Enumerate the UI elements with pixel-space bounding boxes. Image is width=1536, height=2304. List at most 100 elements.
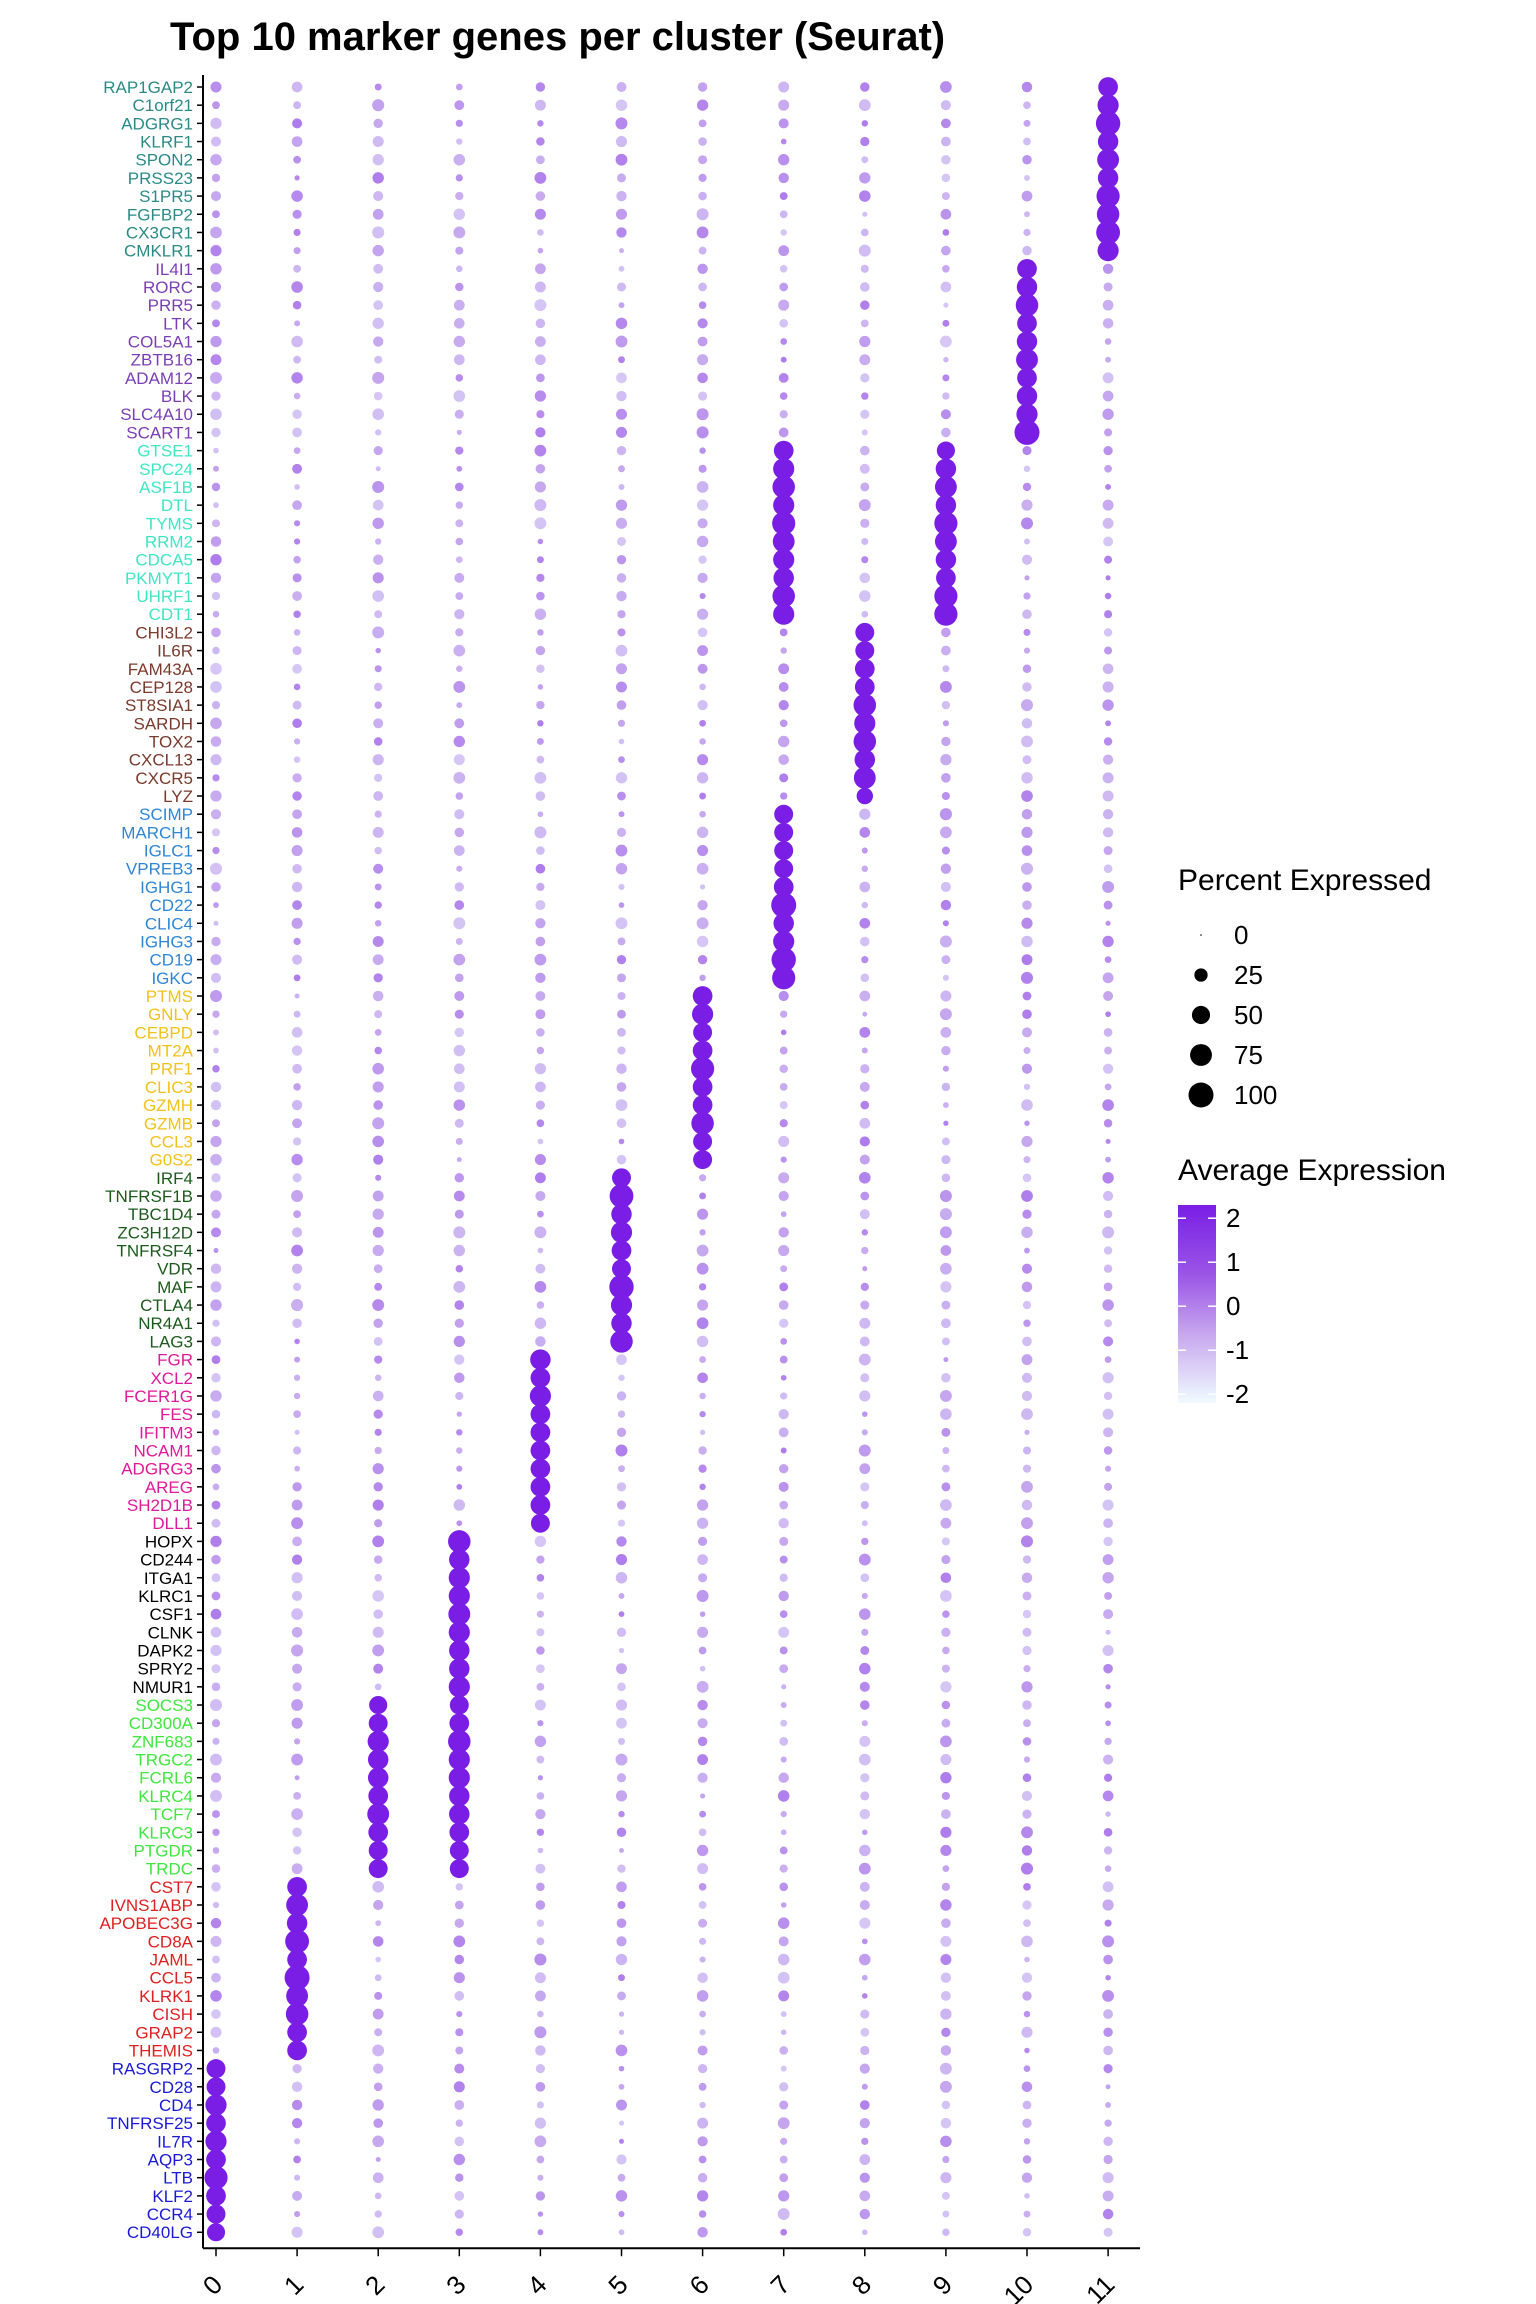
gene-label: FCRL6 bbox=[139, 1769, 193, 1788]
dot bbox=[453, 208, 465, 220]
dot bbox=[859, 1209, 870, 1220]
dot bbox=[939, 2062, 952, 2075]
gene-label: CEP128 bbox=[130, 678, 193, 697]
dot bbox=[1021, 1517, 1033, 1530]
dot bbox=[697, 1554, 708, 1565]
gene-label: ITGA1 bbox=[144, 1569, 193, 1588]
dot bbox=[860, 936, 870, 947]
dot bbox=[1023, 1319, 1031, 1327]
dot bbox=[1105, 1629, 1111, 1635]
x-tick-label: 2 bbox=[359, 2269, 390, 2300]
dot bbox=[854, 677, 875, 697]
dot bbox=[294, 2174, 301, 2181]
dot bbox=[1020, 1862, 1034, 1875]
dot bbox=[778, 118, 789, 129]
dot bbox=[453, 1099, 466, 1111]
dot bbox=[610, 1330, 633, 1353]
dot bbox=[859, 172, 871, 184]
dot bbox=[291, 81, 303, 93]
dot bbox=[617, 973, 626, 983]
dot bbox=[534, 1226, 547, 1239]
dot bbox=[210, 736, 222, 747]
dot bbox=[617, 1046, 626, 1055]
dot bbox=[374, 1046, 382, 1055]
dot bbox=[696, 1499, 709, 1511]
dot bbox=[779, 1500, 789, 1510]
dot bbox=[291, 1863, 303, 1875]
dot bbox=[941, 245, 951, 256]
dot bbox=[1023, 2138, 1031, 2145]
dot bbox=[212, 2047, 220, 2054]
dot bbox=[372, 154, 384, 166]
dot bbox=[373, 718, 384, 729]
dot bbox=[858, 244, 871, 257]
dot bbox=[858, 1171, 871, 1184]
dot bbox=[535, 645, 546, 656]
dot bbox=[778, 299, 790, 311]
dot bbox=[537, 2010, 544, 2018]
dot bbox=[454, 1209, 464, 1219]
dot bbox=[1102, 1372, 1114, 1384]
dot bbox=[1020, 1535, 1034, 1548]
dot bbox=[534, 444, 547, 457]
dot bbox=[854, 712, 876, 734]
dot bbox=[696, 1244, 709, 1257]
dot bbox=[536, 738, 544, 745]
dot bbox=[860, 2045, 870, 2056]
dot bbox=[454, 1372, 465, 1383]
gene-label: SPC24 bbox=[139, 460, 193, 479]
dot bbox=[697, 1208, 709, 1220]
dot bbox=[211, 2009, 221, 2019]
dot bbox=[210, 2026, 222, 2038]
dot bbox=[941, 118, 951, 129]
dot bbox=[534, 2117, 547, 2129]
dot bbox=[780, 1392, 788, 1400]
size-legend-label: 75 bbox=[1234, 1040, 1263, 1070]
dot bbox=[1022, 1773, 1032, 1783]
dot bbox=[374, 883, 382, 891]
dot bbox=[778, 682, 789, 692]
dot bbox=[455, 446, 464, 455]
dot bbox=[616, 1391, 627, 1401]
dot bbox=[1020, 862, 1034, 875]
dot bbox=[773, 913, 794, 934]
dot bbox=[778, 427, 789, 438]
dot bbox=[292, 700, 302, 710]
dot bbox=[292, 1846, 302, 1855]
dot bbox=[941, 427, 951, 438]
dot bbox=[779, 1846, 788, 1855]
dot bbox=[780, 1702, 787, 1709]
dot bbox=[618, 1611, 625, 1618]
dot bbox=[779, 1101, 788, 1110]
dot bbox=[692, 1003, 714, 1025]
dot bbox=[291, 917, 303, 929]
dot bbox=[1103, 1209, 1113, 1219]
dot bbox=[616, 426, 627, 438]
dot bbox=[1021, 1790, 1033, 1802]
dot bbox=[292, 409, 302, 419]
dot bbox=[615, 2044, 628, 2057]
dot bbox=[454, 572, 465, 583]
dot bbox=[1103, 1536, 1113, 1547]
dot bbox=[1022, 1555, 1032, 1564]
dot bbox=[286, 1984, 309, 2007]
dot bbox=[535, 191, 546, 201]
dot bbox=[372, 172, 384, 184]
dot bbox=[859, 2190, 871, 2202]
dot bbox=[373, 263, 384, 274]
dot bbox=[861, 1974, 868, 1981]
dot bbox=[455, 119, 463, 127]
dot bbox=[535, 1009, 546, 1020]
dot bbox=[453, 845, 465, 856]
dot bbox=[529, 1385, 551, 1407]
dot bbox=[535, 1336, 546, 1347]
dot bbox=[616, 1663, 627, 1675]
color-legend: Average Expression 210-1-2 bbox=[1178, 1154, 1446, 1409]
dot bbox=[940, 2045, 952, 2056]
dot bbox=[617, 1027, 626, 1037]
dot bbox=[1021, 2026, 1033, 2038]
dot bbox=[1021, 808, 1033, 820]
dot bbox=[536, 1573, 545, 1582]
dot bbox=[455, 1137, 463, 1145]
dot bbox=[530, 1477, 551, 1497]
